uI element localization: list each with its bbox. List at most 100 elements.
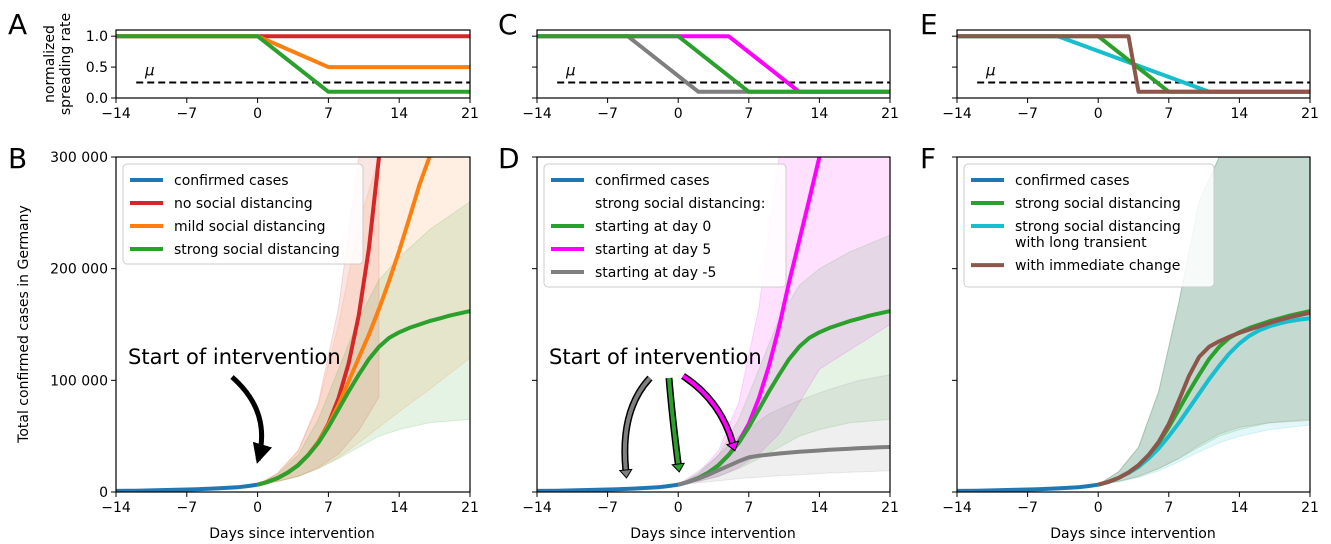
y-tick-label: 1.0 — [86, 29, 108, 45]
x-tick-label: 21 — [881, 500, 899, 516]
panel-a: μ −14 −7 0 7 14 21 0.0 0.5 1.0 — [86, 29, 479, 122]
axes-frame — [536, 29, 891, 99]
legend-label: mild social distancing — [174, 219, 325, 235]
x-tick-label: 14 — [390, 106, 408, 122]
series-strong — [116, 34, 470, 94]
top-ylabel-line1: normalized — [42, 25, 58, 103]
intervention-arrowhead-dayminus5 — [618, 468, 633, 479]
panel-letter-f: F — [920, 142, 936, 175]
panel-b: −14 −7 0 7 14 21 0 100 000 200 000 300 000 confirm… — [50, 150, 479, 516]
series-confirmed — [957, 482, 1099, 492]
mu-label: μ — [985, 62, 996, 80]
series-immediate — [1097, 310, 1310, 487]
series-confirmed — [116, 482, 258, 492]
bottom-ylabel: Total confirmed cases in Germany — [16, 205, 32, 444]
x-tick-label: 0 — [1094, 500, 1103, 516]
x-tick-label: 7 — [1164, 500, 1173, 516]
axes-frame — [115, 156, 471, 493]
x-tick-label: 21 — [881, 106, 899, 122]
x-tick-label: −14 — [942, 500, 972, 516]
axes-frame — [956, 156, 1311, 493]
x-tick-label: 14 — [810, 106, 828, 122]
panel-e: μ −14 −7 0 7 14 21 — [942, 29, 1319, 122]
legend-label: starting at day 0 — [595, 219, 711, 235]
legend-label: strong social distancing — [1015, 196, 1181, 212]
intervention-arrow-strong — [667, 377, 681, 465]
x-tick-label: 7 — [1164, 106, 1173, 122]
x-tick-label: 7 — [744, 106, 753, 122]
x-tick-label: 0 — [253, 500, 262, 516]
x-tick-label: −7 — [1017, 500, 1038, 516]
intervention-arrow-outline-day5 — [681, 373, 736, 445]
x-tick-label: −7 — [1017, 106, 1038, 122]
x-tick-label: −14 — [942, 106, 972, 122]
legend-label: no social distancing — [174, 196, 313, 212]
x-tick-label: −7 — [597, 500, 618, 516]
intervention-arrow-b — [230, 375, 273, 464]
series-immediate — [957, 34, 1310, 94]
band-day5 — [677, 157, 890, 486]
series-confirmed — [537, 482, 679, 492]
intervention-arrowhead-day5 — [725, 440, 740, 452]
x-tick-label: 14 — [1230, 106, 1248, 122]
x-tick-label: 0 — [674, 106, 683, 122]
intervention-arrow-day5 — [681, 374, 735, 444]
intervention-label-d: Start of intervention — [549, 345, 762, 369]
legend-label: confirmed cases — [1015, 173, 1130, 189]
y-tick-label: 0.0 — [86, 91, 108, 107]
x-tick-label: 14 — [1230, 500, 1248, 516]
panel-c: μ −14 −7 0 7 14 21 — [522, 29, 899, 122]
legend-label: starting at day 5 — [595, 242, 711, 258]
x-tick-label: 0 — [253, 106, 262, 122]
x-tick-label: 7 — [324, 500, 333, 516]
plot-area — [957, 157, 1310, 492]
xlabel-d: Days since intervention — [630, 526, 795, 542]
x-tick-label: 21 — [1301, 500, 1319, 516]
x-tick-label: −14 — [101, 106, 131, 122]
plot-area — [116, 34, 470, 94]
intervention-arrowhead-strong — [671, 462, 686, 473]
x-tick-label: 14 — [390, 500, 408, 516]
panel-d: −14 −7 0 7 14 21 confirmed cases strong social … — [522, 156, 899, 516]
band-strong — [677, 234, 890, 486]
y-tick-label: 300 000 — [50, 150, 108, 166]
xlabel-b: Days since intervention — [209, 526, 374, 542]
band-mild — [257, 157, 470, 486]
x-tick-label: 0 — [1094, 106, 1103, 122]
legend-label: confirmed cases — [174, 173, 289, 189]
x-tick-label: 0 — [674, 500, 683, 516]
x-tick-label: −14 — [522, 106, 552, 122]
xlabel-f: Days since intervention — [1050, 526, 1215, 542]
band-long — [1097, 157, 1310, 486]
panel-letter-d: D — [498, 142, 520, 175]
y-tick-label: 200 000 — [50, 262, 108, 278]
legend-label: with long transient — [1015, 235, 1147, 251]
x-tick-label: −14 — [522, 500, 552, 516]
x-tick-label: −7 — [597, 106, 618, 122]
panel-letter-e: E — [920, 8, 938, 41]
x-tick-label: −14 — [101, 500, 131, 516]
intervention-label-b: Start of intervention — [128, 345, 341, 369]
legend-label: confirmed cases — [595, 173, 710, 189]
x-tick-label: 7 — [744, 500, 753, 516]
legend-label: strong social distancing: — [595, 196, 765, 212]
band-immediate — [1097, 157, 1310, 486]
axes-frame — [956, 29, 1311, 99]
y-tick-label: 0.5 — [86, 60, 108, 76]
mu-label: μ — [565, 62, 576, 80]
intervention-arrow-dayminus5 — [622, 376, 652, 471]
band-dayminus5 — [677, 374, 890, 486]
axes-frame — [536, 156, 891, 493]
x-tick-label: −7 — [176, 500, 197, 516]
x-tick-label: 21 — [461, 106, 479, 122]
x-tick-label: 21 — [1301, 106, 1319, 122]
legend-box — [963, 163, 1215, 288]
legend-box — [543, 163, 787, 288]
band-strong — [1097, 157, 1310, 486]
panel-letter-a: A — [8, 8, 27, 41]
axes-frame — [115, 29, 471, 99]
plot-area — [957, 34, 1310, 94]
x-tick-label: 7 — [324, 106, 333, 122]
panel-letter-c: C — [498, 8, 518, 41]
